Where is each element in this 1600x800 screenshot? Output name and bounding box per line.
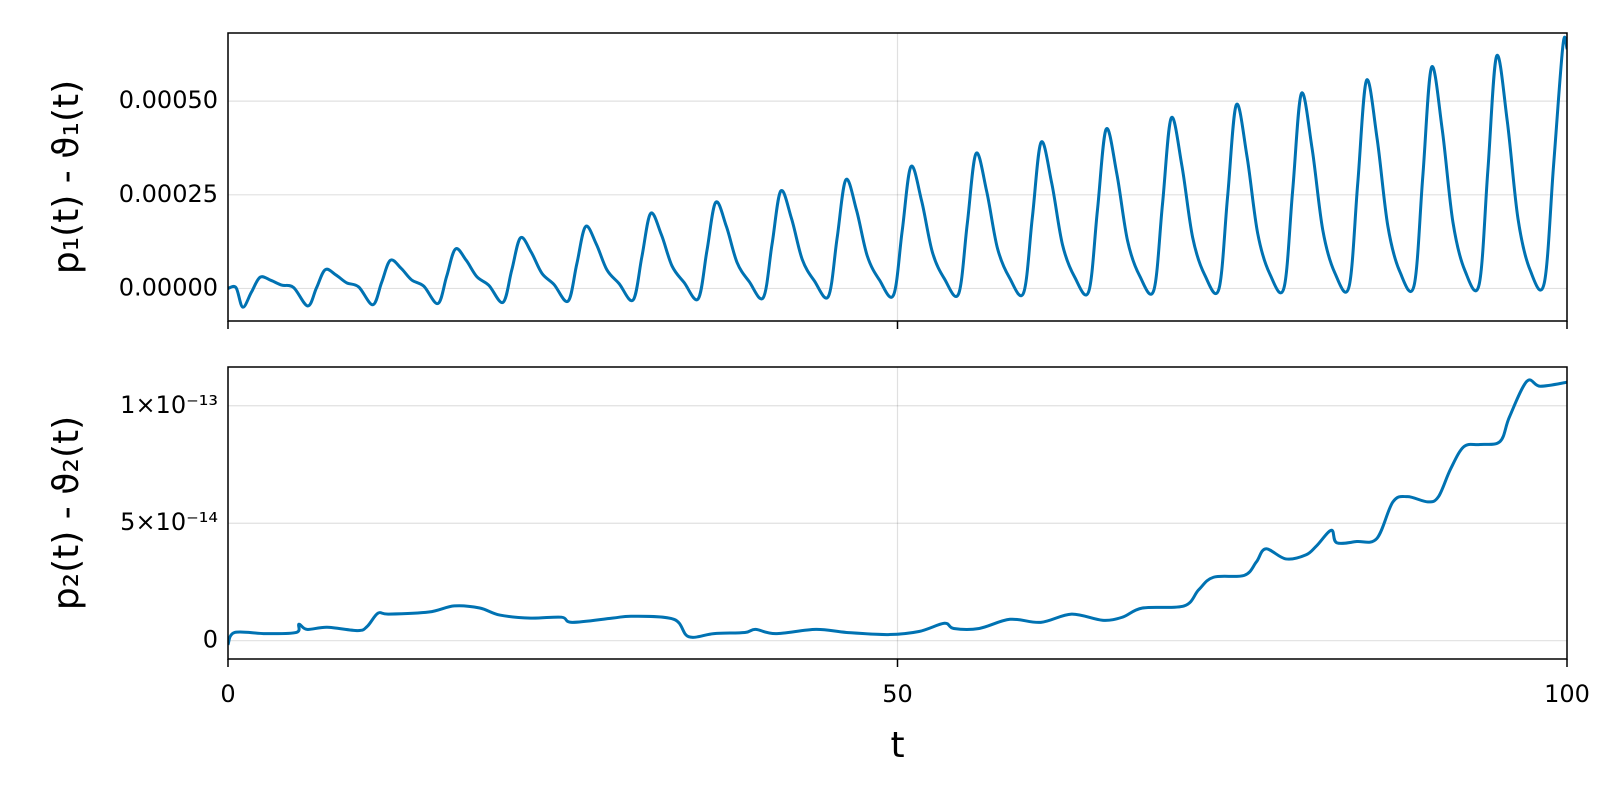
- y-tick-label: 0.00050: [119, 86, 218, 114]
- y-axis-label: p₁(t) - ϑ₁(t): [46, 80, 87, 274]
- data-line: [228, 35, 1567, 309]
- x-tick-label: 0: [220, 680, 235, 708]
- data-line: [228, 378, 1567, 646]
- axes-frame: [227, 366, 1568, 660]
- y-tick-label: 0.00025: [119, 180, 218, 208]
- x-tick-label: 100: [1544, 680, 1590, 708]
- y-tick-label: 5×10⁻¹⁴: [120, 508, 218, 536]
- x-axis-label: t: [890, 725, 904, 766]
- y-tick-label: 1×10⁻¹³: [120, 391, 218, 419]
- axes-frame: [227, 32, 1568, 322]
- x-tick-label: 50: [882, 680, 913, 708]
- y-tick-label: 0.00000: [119, 273, 218, 301]
- y-tick-label: 0: [203, 626, 218, 654]
- y-axis-label: p₂(t) - ϑ₂(t): [46, 416, 87, 610]
